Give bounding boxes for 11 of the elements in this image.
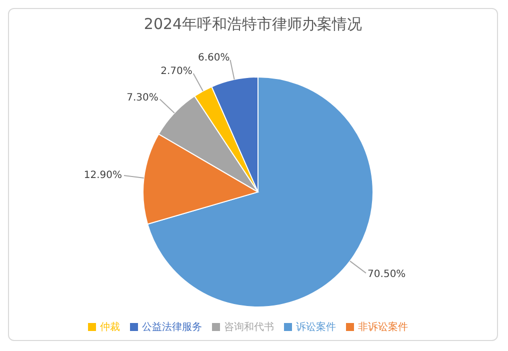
data-label: 2.70% xyxy=(160,66,192,78)
legend-label: 仲裁 xyxy=(100,322,120,333)
legend-label: 非诉讼案件 xyxy=(358,322,408,333)
legend-label: 诉讼案件 xyxy=(296,322,336,333)
data-label: 70.50% xyxy=(368,268,406,280)
data-label: 7.30% xyxy=(126,92,158,104)
data-label: 6.60% xyxy=(198,52,230,64)
legend-label: 公益法律服务 xyxy=(142,322,202,333)
data-label: 12.90% xyxy=(84,170,122,181)
chart-title: 2024年呼和浩特市律师办案情况 xyxy=(142,14,364,35)
legend-label: 咨询和代书 xyxy=(224,322,274,333)
